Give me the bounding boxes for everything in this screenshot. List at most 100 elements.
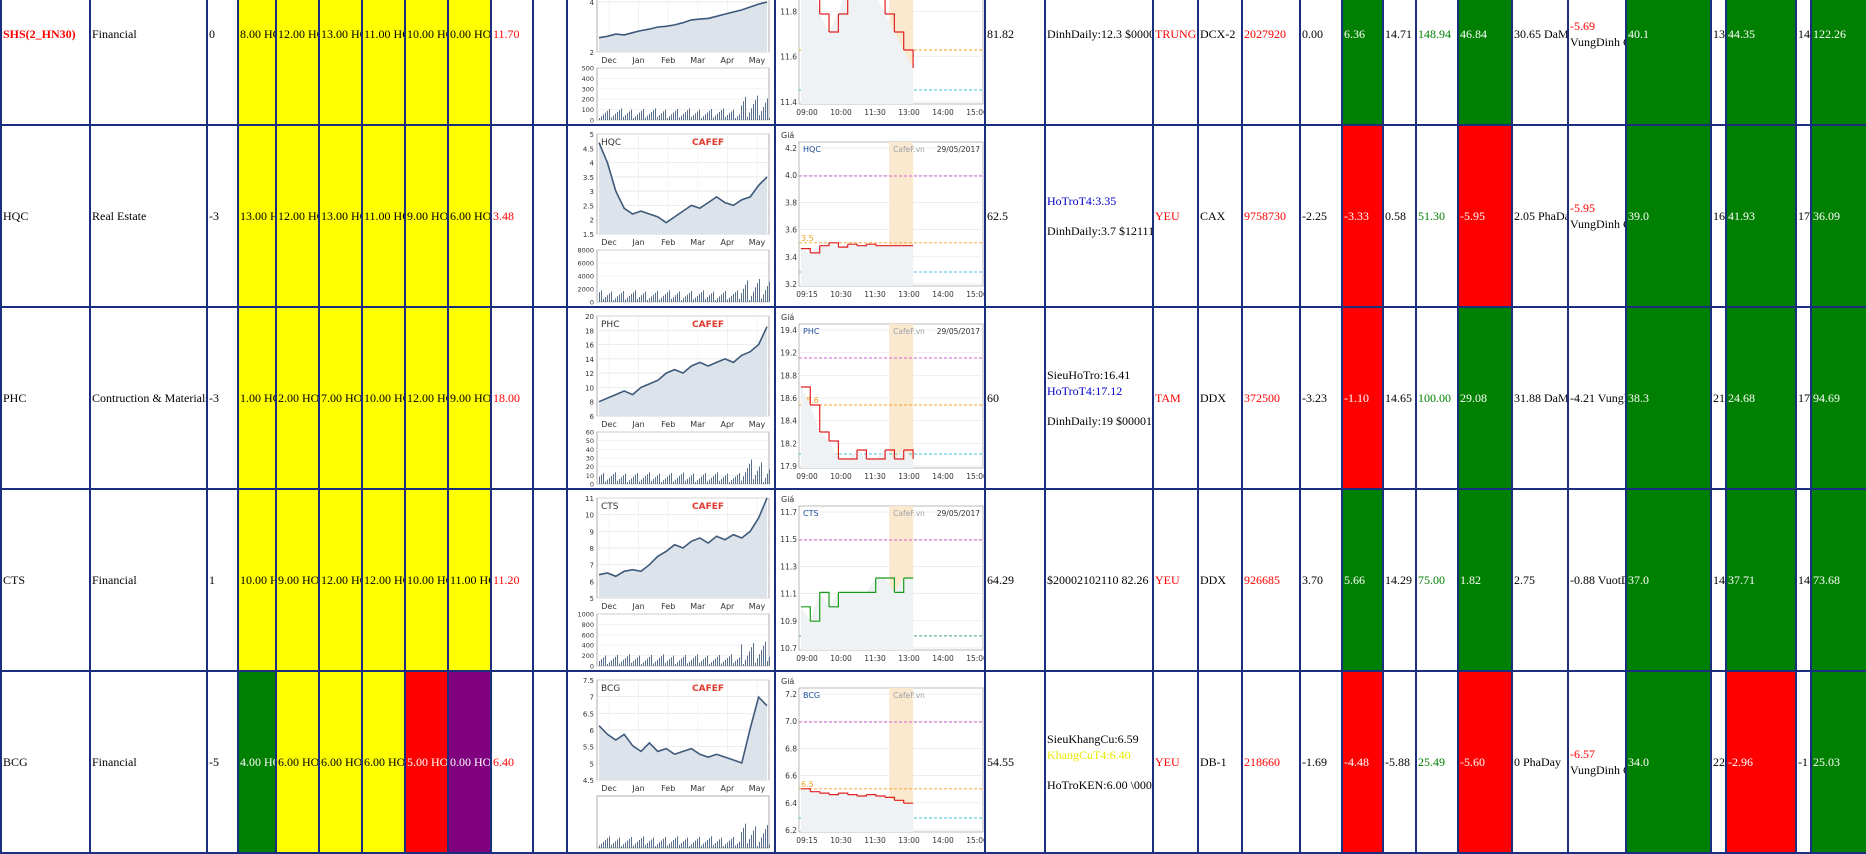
- daily-volume-bar: [763, 106, 764, 120]
- cafef-vn-watermark: CafeF.vn: [893, 327, 925, 336]
- daily-ytick-label: 5: [590, 760, 594, 768]
- daily-volume-bar: [607, 295, 608, 302]
- metric-cell: 73.68: [1810, 488, 1866, 672]
- daily-volume-bar: [745, 97, 746, 120]
- hold-signal-cell: 1.00 HOLD 0.00: [237, 306, 277, 490]
- zone-head: -5.69: [1570, 19, 1595, 33]
- daily-volume-bar: [717, 841, 718, 848]
- daily-volume-bar: [655, 292, 656, 302]
- daily-ytick-label: 20: [585, 313, 594, 321]
- hold-signal-cell: 9.00 HOLD -3.23 bMin5: 15.70 14.65: [447, 306, 492, 490]
- note-line: KhangCuT4:6.40: [1047, 748, 1131, 762]
- daily-volume-bar: [735, 118, 736, 120]
- daily-volume-bar: [657, 659, 658, 666]
- daily-volume-bar: [737, 843, 738, 848]
- buy-status-cell: 0 PhaDay: [1511, 670, 1569, 854]
- intraday-time-label: 14:00: [932, 290, 954, 299]
- daily-volume-bar: [641, 664, 642, 666]
- percent-cell: 81.82: [984, 0, 1046, 126]
- daily-volume-bar: [747, 116, 748, 120]
- daily-ytick-label: 3.5: [583, 174, 594, 182]
- daily-volume-bar: [677, 109, 678, 120]
- hold-signal-cell: 12.00 HOLD 8.25: [318, 488, 363, 672]
- daily-chart-cell: 20 18 16 14 12 10 8 6 Dec Jan Feb Mar Apr May PHC CAFEF…: [566, 306, 776, 490]
- daily-volume-tick: 800: [582, 621, 594, 629]
- daily-volume-bar: [619, 663, 620, 666]
- daily-volume-bar: [601, 843, 602, 848]
- daily-volume-bar: [731, 295, 732, 302]
- daily-volume-bar: [663, 295, 664, 302]
- hold-signal-cell: 12.00 HOLD 3.92: [275, 0, 320, 126]
- daily-volume-bar: [617, 296, 618, 302]
- daily-volume-bar: [749, 463, 750, 484]
- daily-volume-bar: [749, 300, 750, 302]
- daily-volume-bar: [753, 479, 754, 484]
- daily-volume-bar: [631, 478, 632, 484]
- daily-month-label: Mar: [690, 420, 706, 429]
- intraday-time-label: 09:15: [796, 836, 818, 845]
- daily-volume-bar: [761, 111, 762, 120]
- daily-volume-tick: 40: [586, 446, 594, 454]
- volume-cell: 218660: [1241, 670, 1301, 854]
- daily-volume-bar: [659, 115, 660, 120]
- daily-volume-bar: [643, 109, 644, 120]
- daily-ytick-label: 14: [585, 356, 594, 364]
- metric-cell: 36.09: [1810, 124, 1866, 308]
- daily-volume-bar: [615, 656, 616, 666]
- daily-price-line: [598, 326, 768, 403]
- daily-volume-bar: [651, 655, 652, 666]
- daily-volume-bar: [623, 116, 624, 120]
- zone-body: VungDinh ChuY <-5%: [1570, 35, 1624, 49]
- daily-volume-bar: [707, 297, 708, 302]
- daily-volume-bar: [603, 657, 604, 666]
- spacer-cell: [532, 0, 568, 126]
- daily-month-label: Jan: [631, 238, 644, 247]
- daily-volume-bar: [647, 843, 648, 848]
- daily-volume-bar: [701, 845, 702, 848]
- daily-volume-bar: [613, 843, 614, 848]
- daily-volume-bar: [747, 280, 748, 302]
- daily-volume-bar: [641, 295, 642, 302]
- daily-volume-tick: 30: [586, 455, 594, 463]
- daily-volume-bar: [751, 459, 752, 484]
- daily-volume-bar: [723, 108, 724, 120]
- daily-volume-bar: [655, 846, 656, 848]
- daily-volume-bar: [711, 477, 712, 484]
- daily-volume-bar: [635, 843, 636, 848]
- intraday-ytick-label: 10.9: [780, 617, 797, 626]
- zone-cell: -0.88 VuotDinh: [1567, 488, 1627, 672]
- metric-cell: 14.29: [1382, 488, 1417, 672]
- daily-volume-bar: [613, 474, 614, 484]
- daily-volume-bar: [691, 844, 692, 848]
- daily-volume-bar: [609, 109, 610, 120]
- daily-volume-bar: [609, 662, 610, 666]
- intraday-ytick-label: 18.8: [780, 371, 797, 380]
- daily-volume-bar: [765, 102, 766, 120]
- percent-cell: 64.29: [984, 488, 1046, 672]
- intraday-time-label: 10:00: [830, 108, 852, 117]
- daily-volume-tick: 300: [582, 85, 594, 93]
- daily-volume-bar: [767, 825, 768, 848]
- daily-volume-bar: [667, 845, 668, 848]
- daily-volume-bar: [723, 661, 724, 666]
- daily-volume-bar: [633, 845, 634, 848]
- daily-ytick-label: 5.5: [583, 744, 594, 752]
- daily-volume-bar: [743, 827, 744, 848]
- daily-volume-bar: [599, 845, 600, 848]
- daily-volume-bar: [721, 479, 722, 484]
- daily-ytick-label: 7.5: [583, 677, 594, 685]
- daily-volume-tick: 50: [586, 437, 594, 445]
- daily-month-label: Dec: [601, 56, 616, 65]
- daily-volume-bar: [665, 662, 666, 666]
- daily-volume-bar: [685, 480, 686, 484]
- daily-volume-bar: [729, 113, 730, 120]
- hold-signal-cell: 11.00 HOLD 1.69: [361, 124, 406, 308]
- ticker-cell: CTS: [0, 488, 91, 672]
- note-line: HoTroT4:3.35: [1047, 194, 1117, 208]
- daily-volume-bar: [711, 662, 712, 666]
